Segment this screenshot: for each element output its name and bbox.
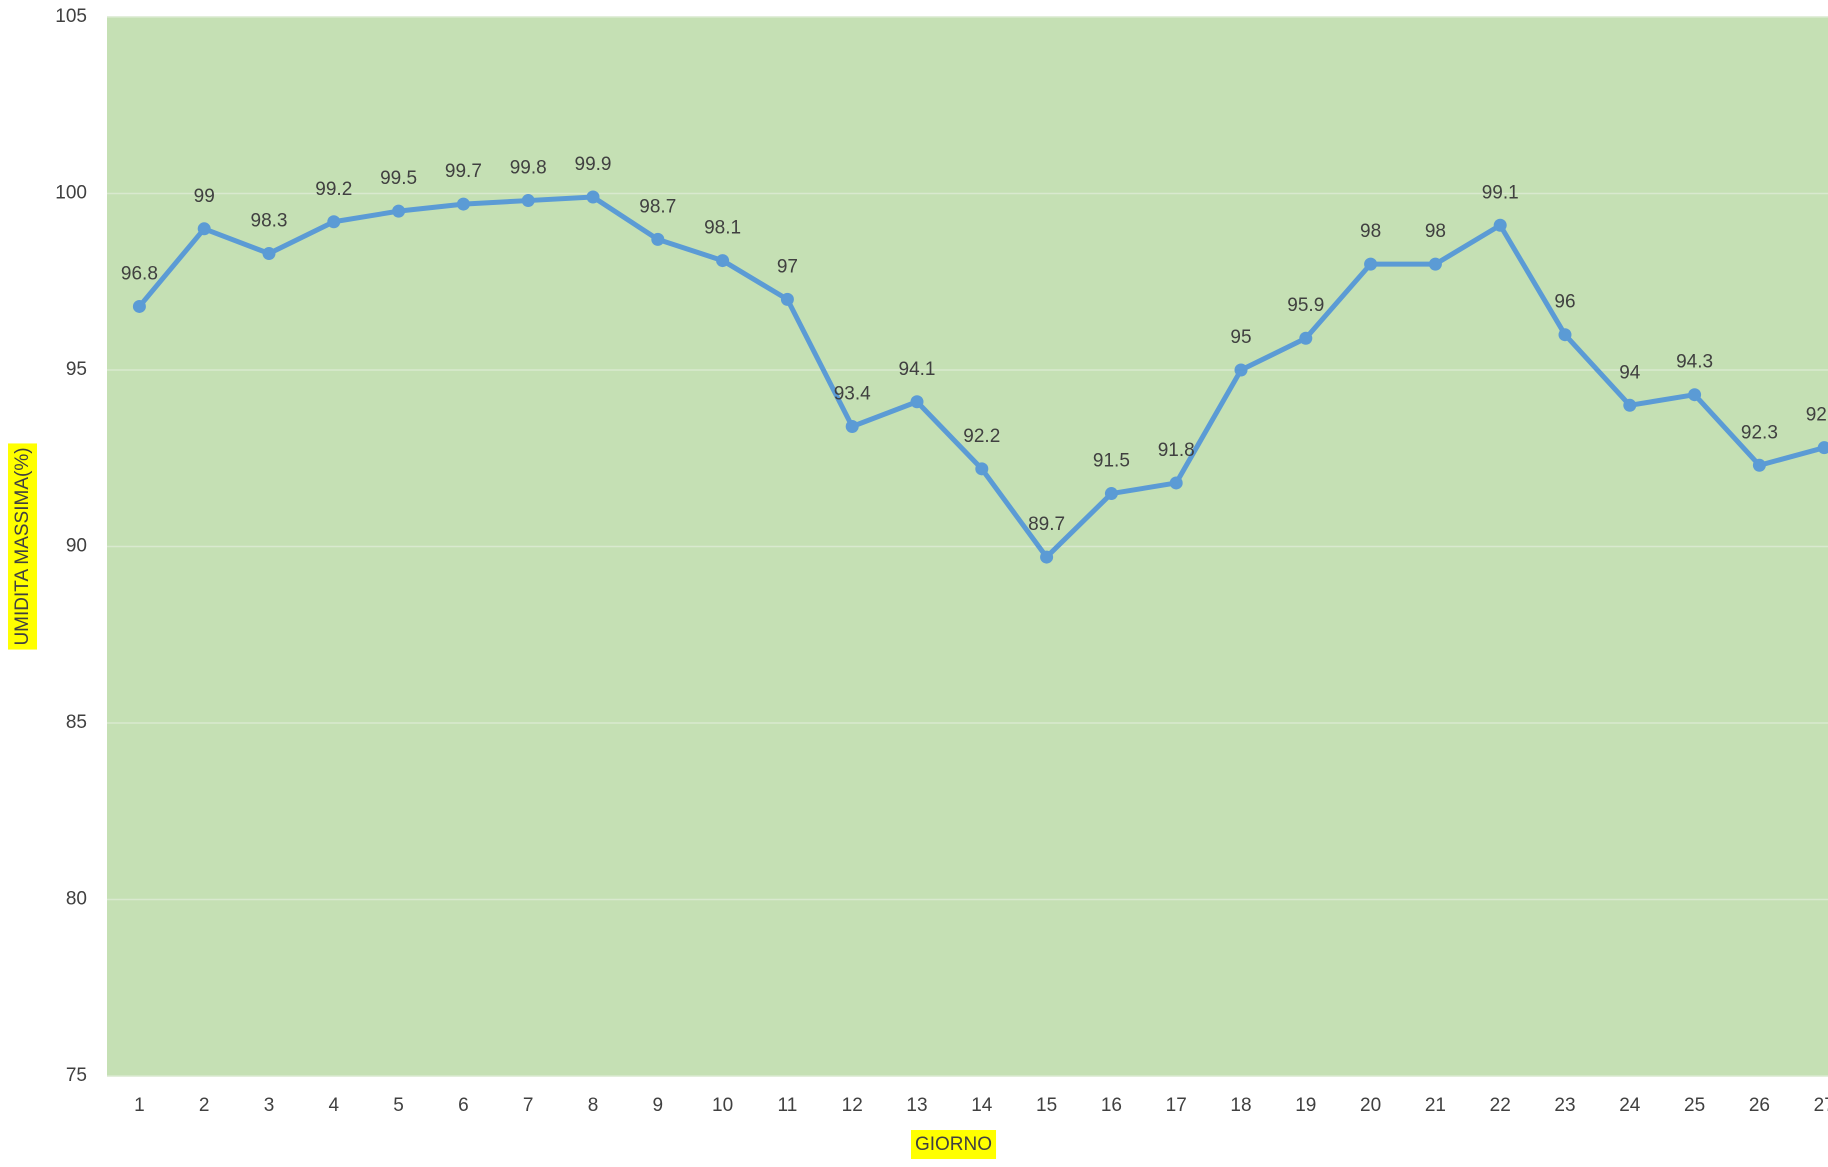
data-point [392, 204, 406, 218]
data-point [1104, 487, 1118, 501]
x-tick-label: 13 [906, 1095, 927, 1116]
data-point [910, 395, 924, 409]
x-tick-label: 2 [199, 1095, 210, 1116]
data-label: 99.5 [380, 168, 417, 189]
data-label: 99.2 [315, 179, 352, 200]
data-label: 99 [194, 186, 215, 207]
x-tick-label: 24 [1619, 1095, 1641, 1116]
data-label: 98.7 [639, 196, 676, 217]
data-label: 99.9 [575, 154, 612, 175]
x-tick-label: 26 [1749, 1095, 1770, 1116]
data-point [132, 299, 146, 313]
data-label: 98 [1360, 221, 1381, 242]
data-point [1234, 363, 1248, 377]
x-tick-label: 10 [712, 1095, 733, 1116]
y-tick-label: 80 [66, 889, 87, 910]
y-tick-label: 95 [66, 359, 87, 380]
data-point [1688, 388, 1702, 402]
data-label: 97 [777, 256, 798, 277]
y-tick-label: 85 [66, 712, 87, 733]
data-point [1428, 257, 1442, 271]
x-tick-label: 19 [1295, 1095, 1316, 1116]
data-label: 94 [1619, 362, 1641, 383]
data-label: 94.1 [899, 359, 936, 380]
x-tick-label: 20 [1360, 1095, 1381, 1116]
x-tick-label: 18 [1230, 1095, 1251, 1116]
x-tick-label: 7 [523, 1095, 534, 1116]
data-label: 91.5 [1093, 451, 1130, 472]
y-tick-label: 100 [55, 183, 87, 204]
data-point [1364, 257, 1378, 271]
x-axis-title: GIORNO [915, 1134, 992, 1155]
data-point [1558, 328, 1572, 342]
x-tick-label: 6 [458, 1095, 469, 1116]
data-point [716, 254, 730, 268]
x-tick-label: 21 [1425, 1095, 1446, 1116]
data-point [586, 190, 600, 204]
data-label: 98.1 [704, 218, 741, 239]
data-label: 92.8 [1806, 405, 1828, 426]
data-point [651, 232, 665, 246]
data-label: 99.8 [510, 158, 547, 179]
data-point [1493, 218, 1507, 232]
data-label: 98.3 [251, 211, 288, 232]
y-tick-label: 75 [66, 1065, 87, 1086]
data-point [327, 215, 341, 229]
data-point [845, 419, 859, 433]
data-point [1817, 441, 1828, 455]
data-point [975, 462, 989, 476]
x-tick-label: 1 [134, 1095, 145, 1116]
x-tick-label: 25 [1684, 1095, 1705, 1116]
data-label: 95.9 [1287, 295, 1324, 316]
data-point [262, 247, 276, 261]
x-tick-label: 17 [1166, 1095, 1187, 1116]
data-label: 94.3 [1676, 352, 1713, 373]
x-tick-label: 11 [778, 1095, 798, 1116]
x-tick-label: 12 [842, 1095, 863, 1116]
data-label: 99.1 [1482, 182, 1519, 203]
data-label: 93.4 [834, 383, 871, 404]
x-tick-label: 5 [393, 1095, 404, 1116]
data-label: 99.7 [445, 161, 482, 182]
data-label: 92.2 [963, 426, 1000, 447]
data-label: 92.3 [1741, 422, 1778, 443]
data-label: 96.8 [121, 263, 158, 284]
data-label: 89.7 [1028, 514, 1065, 535]
y-axis-title: UMIDITA MASSIMA(%) [12, 447, 33, 645]
data-point [197, 222, 211, 236]
y-axis-title-group: UMIDITA MASSIMA(%) [8, 443, 38, 650]
data-point [1299, 331, 1313, 345]
data-point [1040, 550, 1054, 564]
x-tick-label: 3 [264, 1095, 275, 1116]
x-tick-label: 27 [1814, 1095, 1828, 1116]
x-tick-label: 23 [1554, 1095, 1575, 1116]
data-label: 96 [1554, 292, 1575, 313]
x-tick-label: 8 [588, 1095, 599, 1116]
x-axis-title-highlight [910, 1130, 997, 1160]
data-point [1752, 458, 1766, 472]
y-axis-title-highlight [8, 443, 38, 650]
x-tick-label: 22 [1490, 1095, 1511, 1116]
data-label: 95 [1230, 327, 1251, 348]
y-tick-label: 105 [55, 6, 87, 27]
data-point [1623, 398, 1637, 412]
data-point [456, 197, 470, 211]
x-tick-label: 14 [971, 1095, 993, 1116]
data-point [521, 194, 535, 208]
x-tick-label: 15 [1036, 1095, 1057, 1116]
data-point [1169, 476, 1183, 490]
data-label: 91.8 [1158, 440, 1195, 461]
x-tick-label: 4 [329, 1095, 340, 1116]
x-tick-label: 9 [653, 1095, 664, 1116]
data-label: 98 [1425, 221, 1446, 242]
y-tick-label: 90 [66, 536, 87, 557]
x-tick-label: 16 [1101, 1095, 1122, 1116]
data-point [780, 292, 794, 306]
